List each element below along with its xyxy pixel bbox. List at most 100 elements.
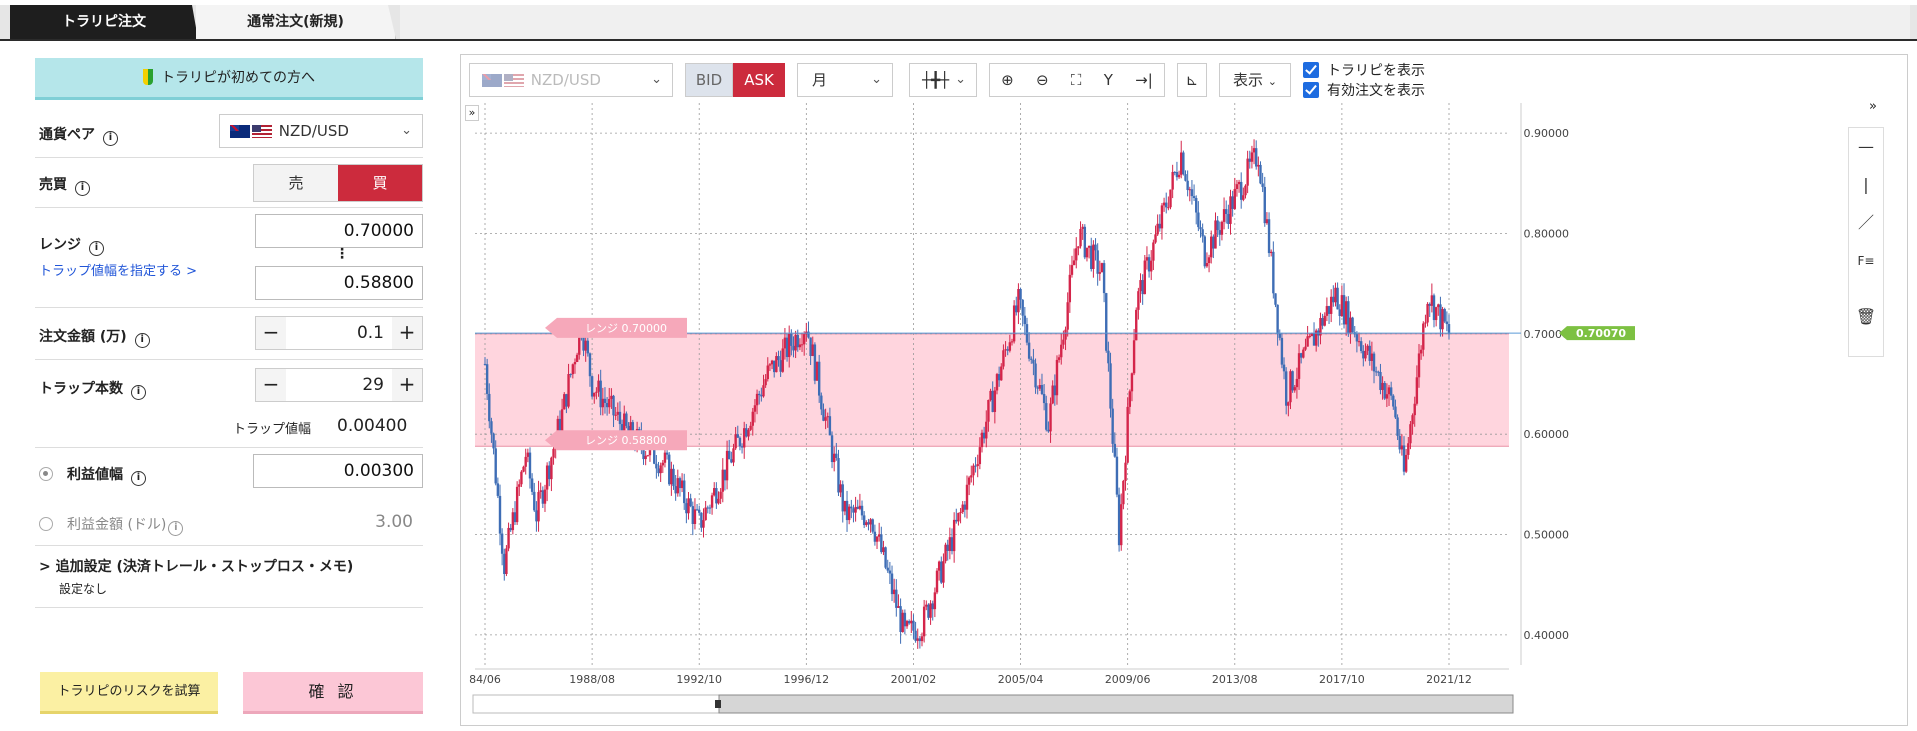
left-expand-button[interactable]: » [465, 105, 479, 121]
display-button[interactable]: 表示 ⌄ [1219, 63, 1291, 97]
trap-width-link[interactable]: トラップ値幅を指定する > [39, 264, 198, 279]
candle-body [1297, 353, 1301, 379]
candle-body [914, 630, 917, 641]
extra-settings-row[interactable]: > 追加設定 (決済トレール・ストップロス・メモ) 設定なし [35, 546, 423, 608]
trap-count-plus-button[interactable]: + [392, 369, 422, 401]
display-label: 表示 [1232, 71, 1263, 89]
profit-amount-radio[interactable] [39, 517, 53, 531]
nz-flag-icon [482, 74, 502, 87]
candle-body [539, 490, 542, 493]
info-icon[interactable]: i [134, 333, 150, 348]
vertical-line-icon[interactable]: | [1863, 175, 1869, 194]
candle-body [807, 331, 810, 338]
range-high-input[interactable]: 0.70000 [255, 214, 423, 248]
candle-body [1165, 202, 1168, 208]
amount-value[interactable]: 0.1 [356, 323, 384, 343]
candle-body [644, 455, 647, 460]
trash-icon[interactable]: 🗑 [1855, 307, 1877, 326]
scroll-end-icon[interactable]: →| [1135, 71, 1153, 89]
info-icon[interactable]: i [89, 241, 104, 256]
amount-minus-button[interactable]: − [256, 317, 286, 349]
info-icon[interactable]: i [131, 385, 146, 400]
candle-body [1263, 186, 1266, 224]
y-lock-icon[interactable]: Y [1103, 71, 1113, 89]
amount-plus-button[interactable]: + [392, 317, 422, 349]
price-chart[interactable]: 0.90000 0.80000 0.70000 0.60000 0.50000 0.400… [461, 55, 1909, 727]
chart-pair-select[interactable]: NZD/USD ⌄ [469, 63, 673, 97]
zoom-in-icon[interactable]: ⊕ [1001, 71, 1014, 89]
candle-body [721, 469, 724, 492]
period-select[interactable]: 月 ⌄ [797, 63, 893, 97]
zoom-out-icon[interactable]: ⊖ [1036, 71, 1049, 89]
candle-body [1010, 341, 1014, 343]
candle-body [770, 360, 774, 365]
side-expand-button[interactable]: » [1869, 99, 1877, 114]
candle-body [886, 567, 889, 571]
candle-body [890, 573, 894, 595]
bid-button[interactable]: BID [685, 63, 733, 97]
trap-count-minus-button[interactable]: − [256, 369, 286, 401]
profit-width-radio[interactable] [39, 467, 53, 481]
candle-body [1265, 219, 1269, 224]
y-tick-label: 0.50000 [1524, 529, 1570, 542]
risk-simulation-button[interactable]: トラリピのリスクを試算 [40, 672, 218, 714]
fit-icon[interactable]: ⛶ [1070, 71, 1082, 89]
info-icon[interactable]: i [168, 521, 184, 536]
candle-body [1342, 295, 1346, 325]
candle-body [1336, 287, 1339, 310]
candle-body [560, 409, 564, 433]
range-low-input[interactable]: 0.58800 [255, 266, 423, 300]
candle-body [1381, 382, 1384, 390]
pair-row: 通貨ペア i NZD/USD ⌄ [35, 108, 423, 158]
add-indicator-button[interactable]: ⊾ [1177, 63, 1207, 97]
fibonacci-icon[interactable]: F≡ [1857, 254, 1875, 268]
pair-select[interactable]: NZD/USD ⌄ [219, 114, 423, 148]
candle-body [1216, 220, 1219, 231]
candle-body [1145, 257, 1149, 261]
candle-body [835, 453, 838, 458]
x-tick-label: 1996/12 [783, 673, 829, 686]
candle-body [1160, 205, 1164, 229]
trend-line-icon[interactable]: ／ [1857, 213, 1874, 232]
info-icon[interactable]: i [75, 181, 90, 196]
chart-type-select[interactable]: ┼╋┼ ⌄ [909, 63, 977, 97]
trap-count-value[interactable]: 29 [362, 375, 384, 395]
candle-body [1340, 295, 1344, 317]
candle-body [1231, 196, 1234, 209]
candle-body [1372, 353, 1376, 372]
show-orders-checkbox[interactable]: 有効注文を表示 [1303, 81, 1425, 101]
candle-body [740, 446, 744, 448]
candle-body [541, 490, 545, 504]
info-icon[interactable]: i [131, 471, 146, 486]
show-options: トラリピを表示 有効注文を表示 [1303, 61, 1425, 101]
candle-body [1045, 403, 1048, 430]
candle-body [588, 353, 592, 377]
range-label-text: レンジ [39, 237, 81, 253]
candle-body [676, 478, 679, 494]
candle-body [1137, 291, 1140, 310]
candle-body [550, 457, 553, 480]
info-icon[interactable]: i [103, 131, 118, 146]
show-trarip-checkbox[interactable]: トラリピを表示 [1303, 61, 1425, 81]
tab-normal-order[interactable]: 通常注文(新規) [196, 5, 396, 39]
extra-settings-value: 設定なし [59, 582, 108, 596]
buy-button[interactable]: 買 [338, 165, 422, 201]
ask-button[interactable]: ASK [733, 63, 785, 97]
candle-body [862, 515, 866, 526]
tab-trarip-order[interactable]: トラリピ注文 [10, 5, 198, 39]
horizontal-line-icon[interactable]: — [1858, 137, 1874, 156]
candle-body [937, 561, 941, 571]
candle-body [1424, 322, 1427, 324]
profit-width-input[interactable]: 0.00300 [253, 454, 423, 488]
beginner-leaf-icon [143, 69, 153, 85]
candle-body [781, 348, 784, 372]
sell-button[interactable]: 売 [254, 165, 338, 201]
confirm-button[interactable]: 確 認 [243, 672, 423, 714]
candle-body [1353, 332, 1356, 335]
x-tick-label: 2001/02 [891, 673, 937, 686]
beginner-guide-button[interactable]: トラリピが初めての方へ [35, 58, 423, 100]
extra-settings-label[interactable]: > 追加設定 (決済トレール・ストップロス・メモ) [39, 559, 354, 575]
candle-body [661, 462, 665, 466]
candle-body [1162, 202, 1166, 206]
candle-body [674, 486, 677, 494]
